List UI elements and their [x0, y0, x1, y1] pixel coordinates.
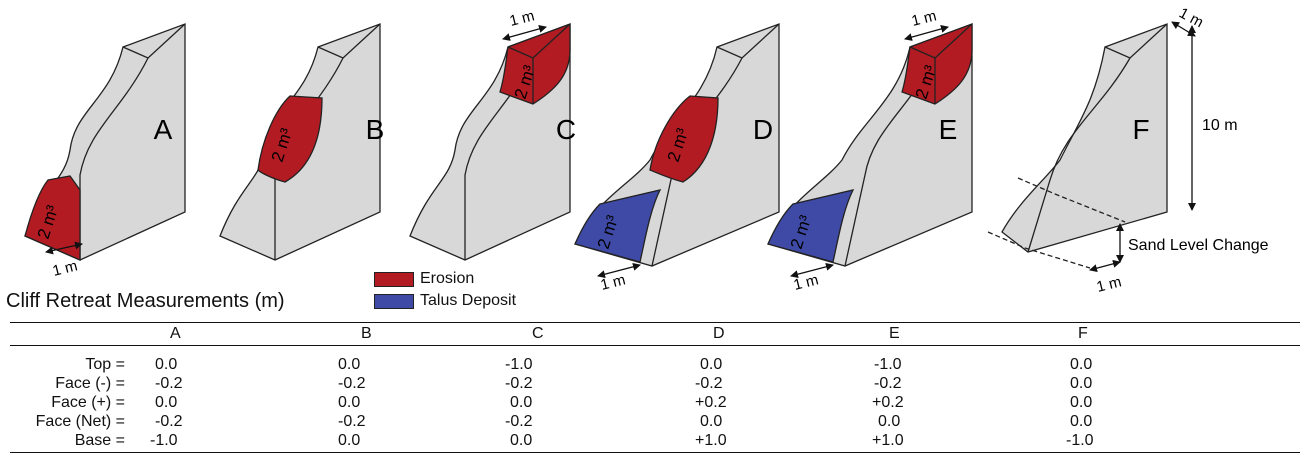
table-cell: 0.0	[1070, 375, 1093, 392]
panel-letter: B	[366, 114, 385, 145]
height-label: 10 m	[1202, 117, 1238, 134]
table-cell: -0.2	[505, 413, 533, 430]
erosion-edge	[507, 23, 571, 104]
row-label: Face (Net) =	[35, 413, 125, 430]
panel-d: 2 m³ 2 m³ D 1 m	[574, 23, 780, 294]
panel-b: 2 m³ B	[219, 23, 385, 261]
table-cell: -1.0	[505, 356, 533, 373]
table-title: Cliff Retreat Measurements (m)	[6, 290, 285, 312]
table-cell: 0.0	[1070, 356, 1093, 373]
cliff-top-edge	[317, 23, 381, 59]
sand-level-old	[1017, 177, 1126, 223]
width-label-top: 1 m	[910, 7, 938, 30]
erosion-region	[257, 95, 323, 183]
erosion-edge	[909, 23, 973, 104]
panel-letter: C	[556, 114, 576, 145]
panel-a: 2 m³ A 1 m	[24, 23, 186, 280]
table-cell: -0.2	[155, 375, 183, 392]
table-rule-header	[10, 345, 1300, 346]
column-header: C	[532, 325, 544, 342]
cliff-ridge	[1027, 57, 1131, 253]
table-cell: 0.0	[338, 356, 361, 373]
width-arrow-top	[904, 25, 949, 41]
panel-e: 2 m³ 2 m³ E 1 m 1 m	[767, 7, 973, 294]
width-label-bottom: 1 m	[1095, 273, 1123, 296]
width-arrow-bottom	[1089, 259, 1121, 273]
sand-change-label: Sand Level Change	[1128, 237, 1269, 254]
table-cell: -1.0	[1066, 432, 1094, 449]
table-cell: +0.2	[872, 394, 904, 411]
width-label-bottom: 1 m	[792, 271, 820, 294]
cliff-top-edge	[716, 23, 780, 59]
table-cell: 0.0	[700, 356, 723, 373]
table-cell: -0.2	[338, 375, 366, 392]
width-label: 1 m	[599, 271, 627, 294]
panel-c: 2 m³ C 1 m	[409, 7, 576, 261]
legend-label: Erosion	[420, 270, 475, 287]
table-cell: 0.0	[338, 432, 361, 449]
sand-level-new	[987, 231, 1091, 269]
cliff-block	[1001, 23, 1168, 253]
table-cell: -1.0	[150, 432, 178, 449]
column-header: F	[1078, 325, 1088, 342]
table-cell: 0.0	[510, 432, 533, 449]
width-arrow-bottom	[790, 262, 834, 279]
column-header: A	[170, 325, 181, 342]
table-rule-top	[10, 322, 1300, 323]
width-arrow	[597, 262, 641, 279]
width-arrow	[45, 241, 83, 255]
table-cell: 0.0	[878, 413, 901, 430]
table-cell: 0.0	[700, 413, 723, 430]
erosion-region	[24, 175, 81, 261]
table-cell: 0.0	[510, 394, 533, 411]
erosion-swatch	[374, 271, 414, 287]
table-cell: 0.0	[155, 394, 178, 411]
column-header: E	[889, 325, 900, 342]
table-cell: -1.0	[874, 356, 902, 373]
cliff-top-edge	[122, 23, 186, 59]
legend-label: Talus Deposit	[420, 292, 517, 309]
cliff-ridge	[79, 57, 149, 260]
row-label: Base =	[74, 432, 125, 449]
row-label: Top =	[85, 356, 125, 373]
table-cell: 0.0	[338, 394, 361, 411]
talus-region	[574, 189, 662, 263]
table-cell: +1.0	[872, 432, 904, 449]
table-cell: +0.2	[695, 394, 727, 411]
table-cell: 0.0	[1070, 413, 1093, 430]
panel-letter: A	[154, 114, 173, 145]
panel-letter: E	[939, 114, 958, 145]
table-cell: 0.0	[155, 356, 178, 373]
width-label: 1 m	[508, 7, 536, 30]
table-cell: -0.2	[695, 375, 723, 392]
talus-swatch	[374, 293, 414, 309]
legend: Erosion Talus Deposit	[374, 269, 574, 313]
table-rule-bottom	[10, 452, 1300, 453]
width-arrow-top	[1171, 21, 1196, 37]
column-header: B	[361, 325, 372, 342]
row-label: Face (-) =	[55, 375, 125, 392]
table-cell: -0.2	[155, 413, 183, 430]
table-cell: +1.0	[695, 432, 727, 449]
table-cell: -0.2	[874, 375, 902, 392]
column-header: D	[713, 325, 725, 342]
table-cell: 0.0	[1070, 394, 1093, 411]
erosion-region	[649, 95, 719, 183]
legend-item-erosion: Erosion	[374, 269, 574, 289]
table-cell: -0.2	[505, 375, 533, 392]
table-cell: -0.2	[338, 413, 366, 430]
width-arrow	[502, 25, 547, 41]
cliff-top-edge	[1104, 23, 1168, 59]
panel-letter: F	[1132, 114, 1149, 145]
legend-item-talus: Talus Deposit	[374, 291, 574, 311]
panel-f: F 10 m 1 m Sand Level Change 1 m	[987, 5, 1269, 296]
cliff-diagram: 2 m³ A 1 m 2 m³ B 2 m³ C 1 m 2 m³ 2 m³ D…	[24, 5, 1269, 296]
row-label: Face (+) =	[51, 394, 125, 411]
width-label: 1 m	[51, 257, 79, 280]
panel-letter: D	[753, 114, 773, 145]
talus-region	[767, 189, 855, 263]
